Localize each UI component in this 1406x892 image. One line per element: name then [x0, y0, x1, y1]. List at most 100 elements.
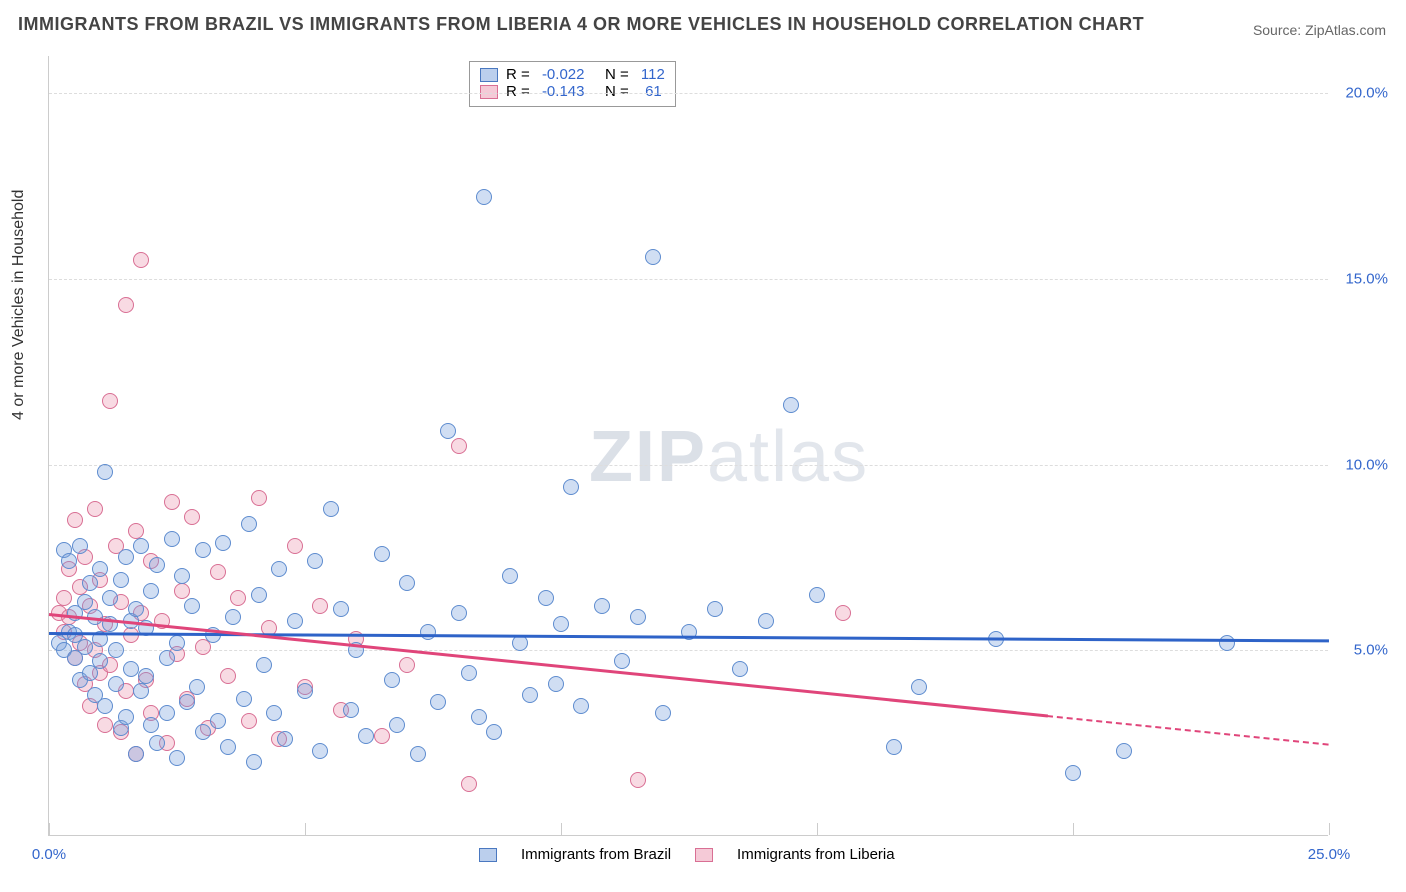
data-point — [67, 512, 83, 528]
legend-label-brazil: Immigrants from Brazil — [521, 846, 671, 863]
gridline-h — [49, 465, 1328, 466]
chart-plot-area: ZIPatlas R = -0.022 N = 112R = -0.143 N … — [48, 56, 1328, 836]
data-point — [215, 535, 231, 551]
legend-swatch-brazil — [479, 848, 497, 862]
data-point — [164, 531, 180, 547]
data-point — [133, 683, 149, 699]
data-point — [307, 553, 323, 569]
data-point — [886, 739, 902, 755]
data-point — [225, 609, 241, 625]
data-point — [230, 590, 246, 606]
data-point — [389, 717, 405, 733]
x-tick-label: 0.0% — [32, 846, 66, 863]
data-point — [159, 650, 175, 666]
data-point — [1065, 765, 1081, 781]
data-point — [195, 542, 211, 558]
data-point — [189, 679, 205, 695]
data-point — [251, 587, 267, 603]
series-legend: Immigrants from Brazil Immigrants from L… — [479, 846, 895, 863]
data-point — [97, 464, 113, 480]
data-point — [138, 668, 154, 684]
x-tick — [1329, 823, 1330, 835]
data-point — [358, 728, 374, 744]
legend-row: R = -0.022 N = 112 — [480, 66, 665, 83]
data-point — [476, 189, 492, 205]
data-point — [159, 705, 175, 721]
data-point — [266, 705, 282, 721]
data-point — [277, 731, 293, 747]
data-point — [184, 509, 200, 525]
data-point — [210, 564, 226, 580]
data-point — [461, 665, 477, 681]
data-point — [251, 490, 267, 506]
data-point — [97, 717, 113, 733]
data-point — [97, 698, 113, 714]
data-point — [128, 523, 144, 539]
data-point — [645, 249, 661, 265]
data-point — [241, 713, 257, 729]
data-point — [399, 575, 415, 591]
data-point — [108, 642, 124, 658]
y-tick-label: 5.0% — [1354, 642, 1388, 659]
data-point — [118, 297, 134, 313]
data-point — [374, 728, 390, 744]
data-point — [174, 568, 190, 584]
data-point — [707, 601, 723, 617]
y-axis-label: 4 or more Vehicles in Household — [10, 190, 28, 420]
gridline-h — [49, 279, 1328, 280]
data-point — [61, 553, 77, 569]
data-point — [732, 661, 748, 677]
x-tick — [561, 823, 562, 835]
data-point — [323, 501, 339, 517]
data-point — [563, 479, 579, 495]
data-point — [312, 598, 328, 614]
data-point — [143, 717, 159, 733]
data-point — [297, 683, 313, 699]
data-point — [174, 583, 190, 599]
data-point — [420, 624, 436, 640]
data-point — [522, 687, 538, 703]
data-point — [256, 657, 272, 673]
data-point — [1219, 635, 1235, 651]
watermark: ZIPatlas — [589, 416, 869, 498]
data-point — [220, 668, 236, 684]
data-point — [451, 605, 467, 621]
x-tick — [1073, 823, 1074, 835]
data-point — [169, 635, 185, 651]
data-point — [143, 583, 159, 599]
data-point — [343, 702, 359, 718]
chart-title: IMMIGRANTS FROM BRAZIL VS IMMIGRANTS FRO… — [18, 14, 1144, 35]
data-point — [287, 538, 303, 554]
data-point — [102, 590, 118, 606]
data-point — [835, 605, 851, 621]
data-point — [312, 743, 328, 759]
data-point — [102, 393, 118, 409]
data-point — [123, 661, 139, 677]
data-point — [72, 538, 88, 554]
data-point — [179, 694, 195, 710]
legend-swatch — [480, 85, 498, 99]
data-point — [210, 713, 226, 729]
correlation-legend: R = -0.022 N = 112R = -0.143 N = 61 — [469, 61, 676, 107]
data-point — [548, 676, 564, 692]
data-point — [502, 568, 518, 584]
data-point — [77, 594, 93, 610]
data-point — [56, 590, 72, 606]
data-point — [133, 252, 149, 268]
data-point — [133, 538, 149, 554]
data-point — [169, 750, 185, 766]
data-point — [118, 709, 134, 725]
data-point — [92, 653, 108, 669]
data-point — [287, 613, 303, 629]
data-point — [630, 609, 646, 625]
data-point — [758, 613, 774, 629]
data-point — [220, 739, 236, 755]
data-point — [630, 772, 646, 788]
data-point — [108, 676, 124, 692]
data-point — [118, 549, 134, 565]
data-point — [451, 438, 467, 454]
gridline-h — [49, 93, 1328, 94]
data-point — [87, 501, 103, 517]
data-point — [553, 616, 569, 632]
data-point — [184, 598, 200, 614]
